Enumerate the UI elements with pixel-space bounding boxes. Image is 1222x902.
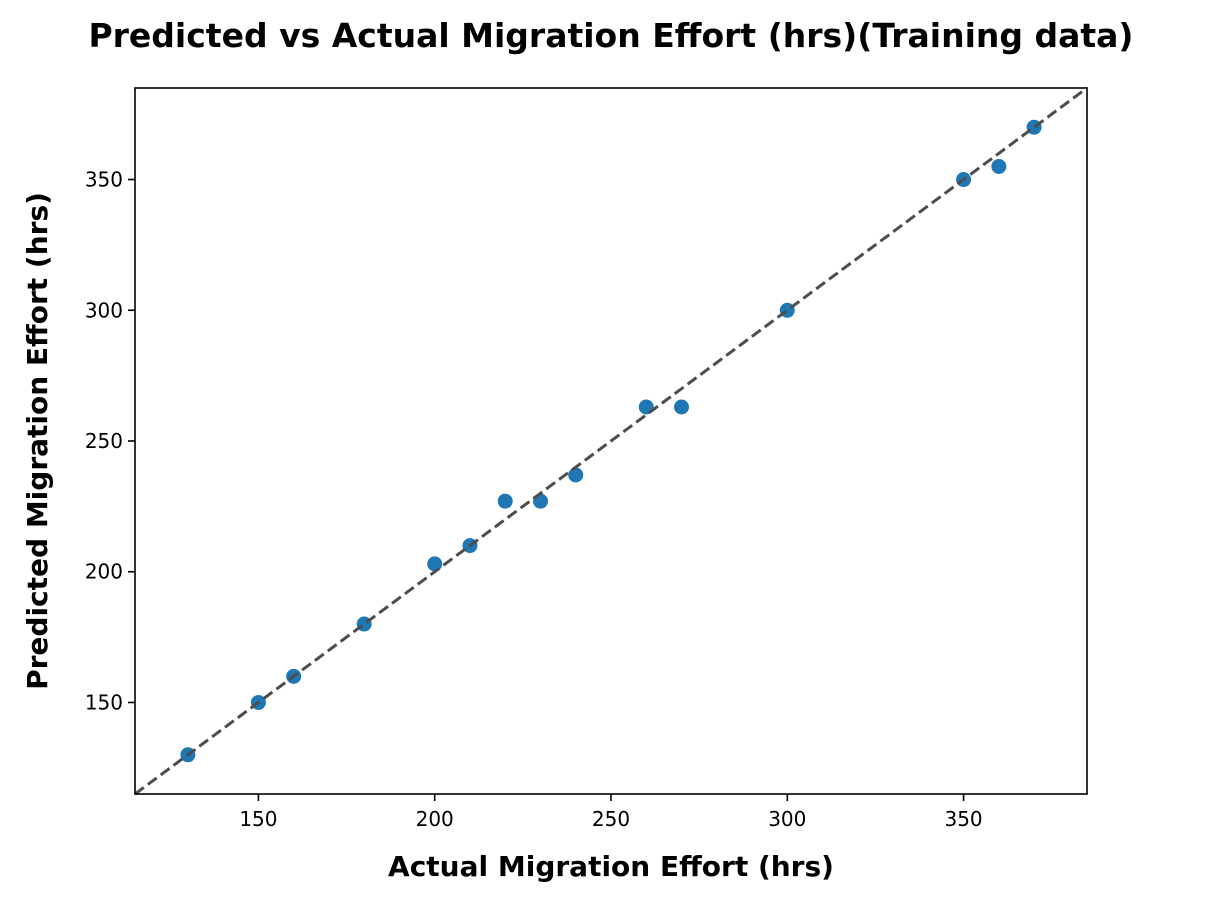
y-tick-label: 200 xyxy=(85,560,123,584)
data-point xyxy=(568,467,584,483)
y-tick-label: 250 xyxy=(85,429,123,453)
y-tick-label: 300 xyxy=(85,298,123,322)
x-axis-label: Actual Migration Effort (hrs) xyxy=(388,850,834,883)
reference-line xyxy=(134,86,1088,796)
data-point xyxy=(497,493,513,509)
x-tick-label: 350 xyxy=(944,807,982,831)
y-axis-label: Predicted Migration Effort (hrs) xyxy=(21,192,54,690)
y-tick-label: 350 xyxy=(85,168,123,192)
x-tick-label: 200 xyxy=(416,807,454,831)
x-tick-label: 300 xyxy=(768,807,806,831)
y-tick-label: 150 xyxy=(85,690,123,714)
data-point xyxy=(674,399,690,415)
data-point xyxy=(991,158,1007,174)
x-tick-label: 250 xyxy=(592,807,630,831)
x-tick-label: 150 xyxy=(239,807,277,831)
chart-title: Predicted vs Actual Migration Effort (hr… xyxy=(88,16,1133,55)
plot-area: 150 200 250 300 350 150 200 250 300 350 xyxy=(85,86,1088,831)
